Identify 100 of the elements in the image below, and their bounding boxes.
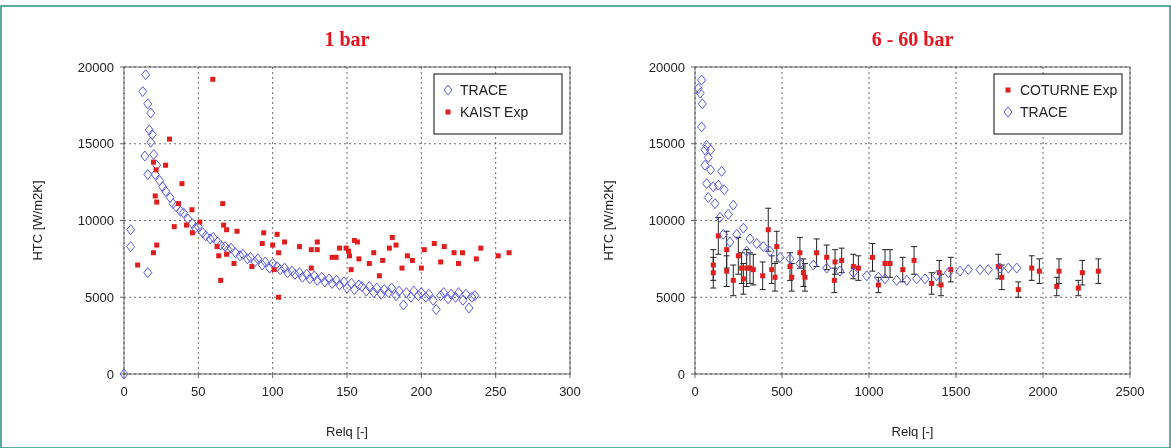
y-tick-label: 15000 (77, 136, 114, 152)
point (742, 245, 752, 257)
point (1095, 268, 1101, 274)
point (902, 274, 912, 286)
y-axis-title: HTC [W/m2K] (30, 180, 45, 261)
point (769, 267, 775, 273)
point (1015, 287, 1021, 293)
y-tick-label: 10000 (77, 213, 114, 228)
x-tick-label: 0 (691, 384, 699, 399)
point (887, 260, 893, 266)
y-tick-label: 15000 (648, 136, 685, 152)
point (700, 159, 710, 171)
x-tick-label: 1500 (941, 384, 971, 399)
point (697, 121, 707, 133)
point (740, 276, 746, 282)
point (774, 244, 780, 250)
point (725, 236, 735, 248)
point (703, 191, 713, 203)
point (723, 208, 733, 220)
chart-title: 6 - 60 bar (871, 28, 954, 50)
point (710, 262, 716, 268)
legend-label: KAIST Exp (460, 104, 529, 120)
point (775, 251, 785, 263)
point (700, 144, 710, 156)
y-tick-label: 5000 (656, 289, 685, 305)
point (932, 270, 942, 282)
point (715, 211, 725, 223)
point (732, 228, 742, 240)
point (728, 199, 738, 211)
point (785, 253, 795, 265)
point (710, 270, 716, 276)
point (1075, 285, 1081, 291)
point (995, 262, 1005, 274)
point (808, 259, 818, 271)
point (713, 179, 723, 191)
point (745, 233, 755, 245)
point (730, 277, 736, 283)
point (955, 265, 965, 277)
point (911, 257, 917, 263)
point (839, 257, 845, 263)
point (697, 98, 707, 110)
point (929, 280, 935, 286)
point (1079, 270, 1085, 276)
x-tick-label: 500 (771, 384, 793, 399)
point (1012, 262, 1022, 274)
point (943, 267, 953, 279)
point (724, 268, 730, 274)
point (795, 257, 805, 269)
point (912, 273, 922, 285)
point (938, 282, 944, 288)
point (787, 264, 793, 270)
y-tick-label: 10000 (648, 213, 685, 228)
point (758, 241, 768, 253)
point (702, 178, 712, 190)
chart-title: 1 bar (324, 28, 370, 50)
point (831, 277, 837, 283)
point (1003, 262, 1013, 274)
point (875, 282, 881, 288)
point (920, 273, 930, 285)
point (963, 264, 973, 276)
point (706, 144, 716, 156)
x-axis-title: Relq [-] (891, 424, 934, 439)
point (752, 238, 762, 250)
point (900, 267, 906, 273)
point (1029, 265, 1035, 271)
x-tick-label: 2500 (1115, 384, 1145, 399)
point (789, 274, 795, 280)
point (802, 274, 808, 280)
x-tick-label: 100 (261, 384, 284, 399)
legend-label: TRACE (460, 82, 508, 98)
point (800, 270, 806, 276)
point (695, 87, 705, 99)
point (1036, 268, 1042, 274)
legend-label: TRACE (1020, 104, 1068, 120)
point (835, 265, 845, 277)
point (814, 250, 820, 256)
point (760, 273, 766, 279)
point (724, 247, 730, 253)
point (892, 274, 902, 286)
point (983, 264, 993, 276)
point (697, 74, 707, 86)
point (739, 265, 745, 271)
point (765, 227, 771, 233)
y-tick-label: 0 (677, 366, 685, 382)
point (869, 254, 875, 260)
x-tick-label: 300 (559, 384, 581, 399)
x-tick-label: 1000 (854, 384, 884, 399)
point (873, 271, 883, 283)
legend-label: COTURNE Exp (1020, 82, 1118, 98)
x-tick-label: 2000 (1028, 384, 1058, 399)
point (706, 164, 716, 176)
y-tick-label: 0 (106, 366, 114, 382)
point (708, 181, 718, 193)
x-tick-label: 200 (410, 384, 433, 399)
point (797, 250, 803, 256)
point (975, 264, 985, 276)
y-axis-title: HTC [W/m2K] (601, 180, 616, 261)
point (765, 245, 775, 257)
point (862, 270, 872, 282)
point (710, 198, 720, 210)
